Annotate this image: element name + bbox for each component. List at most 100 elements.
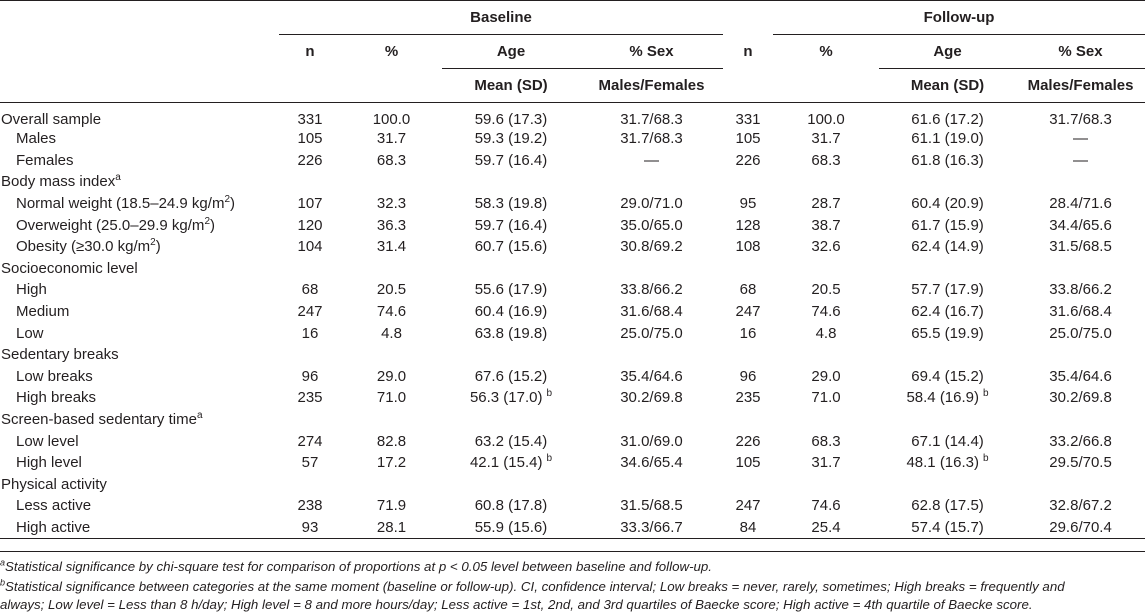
footnote-a-text: Statistical significance by chi-square t… bbox=[5, 559, 712, 574]
row-label: High breaks bbox=[16, 389, 97, 407]
table-cell bbox=[1016, 258, 1145, 280]
table-row: Screen-based sedentary timea bbox=[0, 409, 1145, 431]
table-cell: 84 bbox=[739, 518, 757, 536]
table-cell: 61.6 (17.2) bbox=[911, 111, 984, 128]
table-cell bbox=[879, 171, 1016, 193]
table-cell bbox=[279, 409, 341, 431]
table-cell bbox=[341, 474, 442, 496]
table-cell: 226 bbox=[735, 151, 761, 169]
col-mf-baseline: Males/Females bbox=[598, 77, 705, 94]
col-n-followup: n bbox=[743, 43, 753, 60]
table-cell bbox=[442, 344, 580, 366]
table-cell: 105 bbox=[297, 130, 323, 148]
table-cell: 34.4/65.6 bbox=[1049, 216, 1112, 234]
row-label: High bbox=[16, 281, 47, 299]
table-cell bbox=[442, 409, 580, 431]
table-cell bbox=[773, 258, 879, 280]
group-gap bbox=[723, 1, 773, 35]
table-cell bbox=[580, 258, 723, 280]
footnote-b-cont: always; Low level = Less than 8 h/day; H… bbox=[0, 598, 1145, 612]
table-cell: 55.9 (15.6) bbox=[474, 518, 548, 536]
table-cell bbox=[773, 171, 879, 193]
baseline-header: Baseline bbox=[279, 0, 724, 35]
table-cell bbox=[723, 474, 773, 496]
table-cell: 96 bbox=[301, 367, 319, 385]
table-cell: 58.3 (19.8) bbox=[474, 195, 548, 213]
table-cell: 68.3 bbox=[811, 151, 841, 169]
table-cell: 31.6/68.4 bbox=[620, 303, 683, 321]
table-cell bbox=[341, 409, 442, 431]
table-cell bbox=[580, 474, 723, 496]
table-cell bbox=[1016, 409, 1145, 431]
demographics-table: Baseline Follow-up n % Age % Sex n % Age… bbox=[0, 0, 1145, 539]
table-cell: 57 bbox=[301, 454, 319, 472]
table-cell bbox=[879, 344, 1016, 366]
table-row: High active 93 28.1 55.9 (15.6) 33.3/66.7 84 2… bbox=[0, 517, 1145, 539]
table-cell: 107 bbox=[297, 195, 323, 213]
row-label: Overweight (25.0–29.9 kg/m2) bbox=[16, 215, 215, 234]
table-cell bbox=[723, 409, 773, 431]
table-cell bbox=[279, 258, 341, 280]
table-cell: 61.1 (19.0) bbox=[911, 130, 984, 148]
table-cell: 31.7 bbox=[811, 130, 841, 148]
table-cell: 59.7 (16.4) bbox=[474, 216, 548, 234]
table-cell: 95 bbox=[739, 195, 757, 213]
table-cell bbox=[341, 171, 442, 193]
table-cell: 128 bbox=[735, 216, 761, 234]
table-cell: 74.6 bbox=[811, 303, 841, 321]
table-cell bbox=[442, 474, 580, 496]
footnote-b-text: Statistical significance between categor… bbox=[5, 579, 1065, 594]
table-row: High breaks 235 71.0 56.3 (17.0) b 30.2/69.8 2… bbox=[0, 387, 1145, 409]
table-cell: 226 bbox=[297, 151, 323, 169]
footnote-b-mark: b bbox=[0, 577, 6, 588]
table-cell: 31.7/68.3 bbox=[620, 130, 683, 148]
row-label: Medium bbox=[16, 303, 70, 321]
table-cell: 33.8/66.2 bbox=[620, 281, 683, 299]
table-cell: 31.7 bbox=[376, 130, 407, 148]
table-cell: 247 bbox=[297, 303, 323, 321]
table-cell: 82.8 bbox=[376, 432, 407, 450]
row-label: Socioeconomic level bbox=[1, 259, 138, 277]
followup-header: Follow-up bbox=[773, 0, 1145, 35]
table-row: High 68 20.5 55.6 (17.9) 33.8/66.2 68 20.5 57.7… bbox=[0, 279, 1145, 301]
table-cell: 74.6 bbox=[811, 497, 841, 515]
table-cell: 60.8 (17.8) bbox=[474, 497, 548, 515]
col-meansd-followup: Mean (SD) bbox=[910, 77, 985, 94]
table-row: Physical activity bbox=[0, 474, 1145, 496]
table-cell: 63.8 (19.8) bbox=[474, 324, 548, 342]
table-cell: 331 bbox=[297, 111, 323, 128]
table-cell: 62.4 (14.9) bbox=[911, 238, 984, 256]
col-sex-baseline: % Sex bbox=[580, 34, 724, 69]
stub-header bbox=[0, 1, 279, 35]
table-cell: 60.7 (15.6) bbox=[474, 238, 548, 256]
table-row: Low breaks 96 29.0 67.6 (15.2) 35.4/64.6 96 29… bbox=[0, 366, 1145, 388]
row-label: Low bbox=[16, 324, 44, 342]
table-cell: 33.3/66.7 bbox=[620, 518, 683, 536]
table-cell bbox=[580, 171, 723, 193]
table-cell: 100.0 bbox=[372, 111, 411, 128]
row-label: High active bbox=[16, 518, 91, 536]
table-row: Normal weight (18.5–24.9 kg/m2) 107 32.3 58… bbox=[0, 193, 1145, 215]
table-cell: 62.4 (16.7) bbox=[911, 303, 984, 321]
table-cell bbox=[341, 344, 442, 366]
table-cell: 247 bbox=[735, 497, 761, 515]
table-cell bbox=[1016, 171, 1145, 193]
col-n-baseline: n bbox=[305, 43, 315, 61]
table-cell: 235 bbox=[735, 389, 761, 407]
col-pct-baseline: % bbox=[384, 43, 399, 61]
table-cell: 59.3 (19.2) bbox=[474, 130, 548, 148]
table-cell bbox=[773, 474, 879, 496]
table-cell: 105 bbox=[735, 454, 761, 472]
table-cell: 100.0 bbox=[807, 111, 845, 128]
table-cell: 31.4 bbox=[376, 238, 407, 256]
table-row: Low level 274 82.8 63.2 (15.4) 31.0/69.0 226 6… bbox=[0, 430, 1145, 452]
table-cell: 29.5/70.5 bbox=[1049, 454, 1112, 472]
table-cell bbox=[279, 474, 341, 496]
table-cell: 16 bbox=[739, 324, 757, 342]
table-cell: 68 bbox=[739, 281, 757, 299]
table-row: Obesity (≥30.0 kg/m2) 104 31.4 60.7 (15.6) 3… bbox=[0, 236, 1145, 258]
table-cell bbox=[341, 258, 442, 280]
table-cell: 61.8 (16.3) bbox=[911, 151, 984, 169]
table-cell: 65.5 (19.9) bbox=[911, 324, 984, 342]
table-cell: 31.5/68.5 bbox=[620, 497, 683, 515]
